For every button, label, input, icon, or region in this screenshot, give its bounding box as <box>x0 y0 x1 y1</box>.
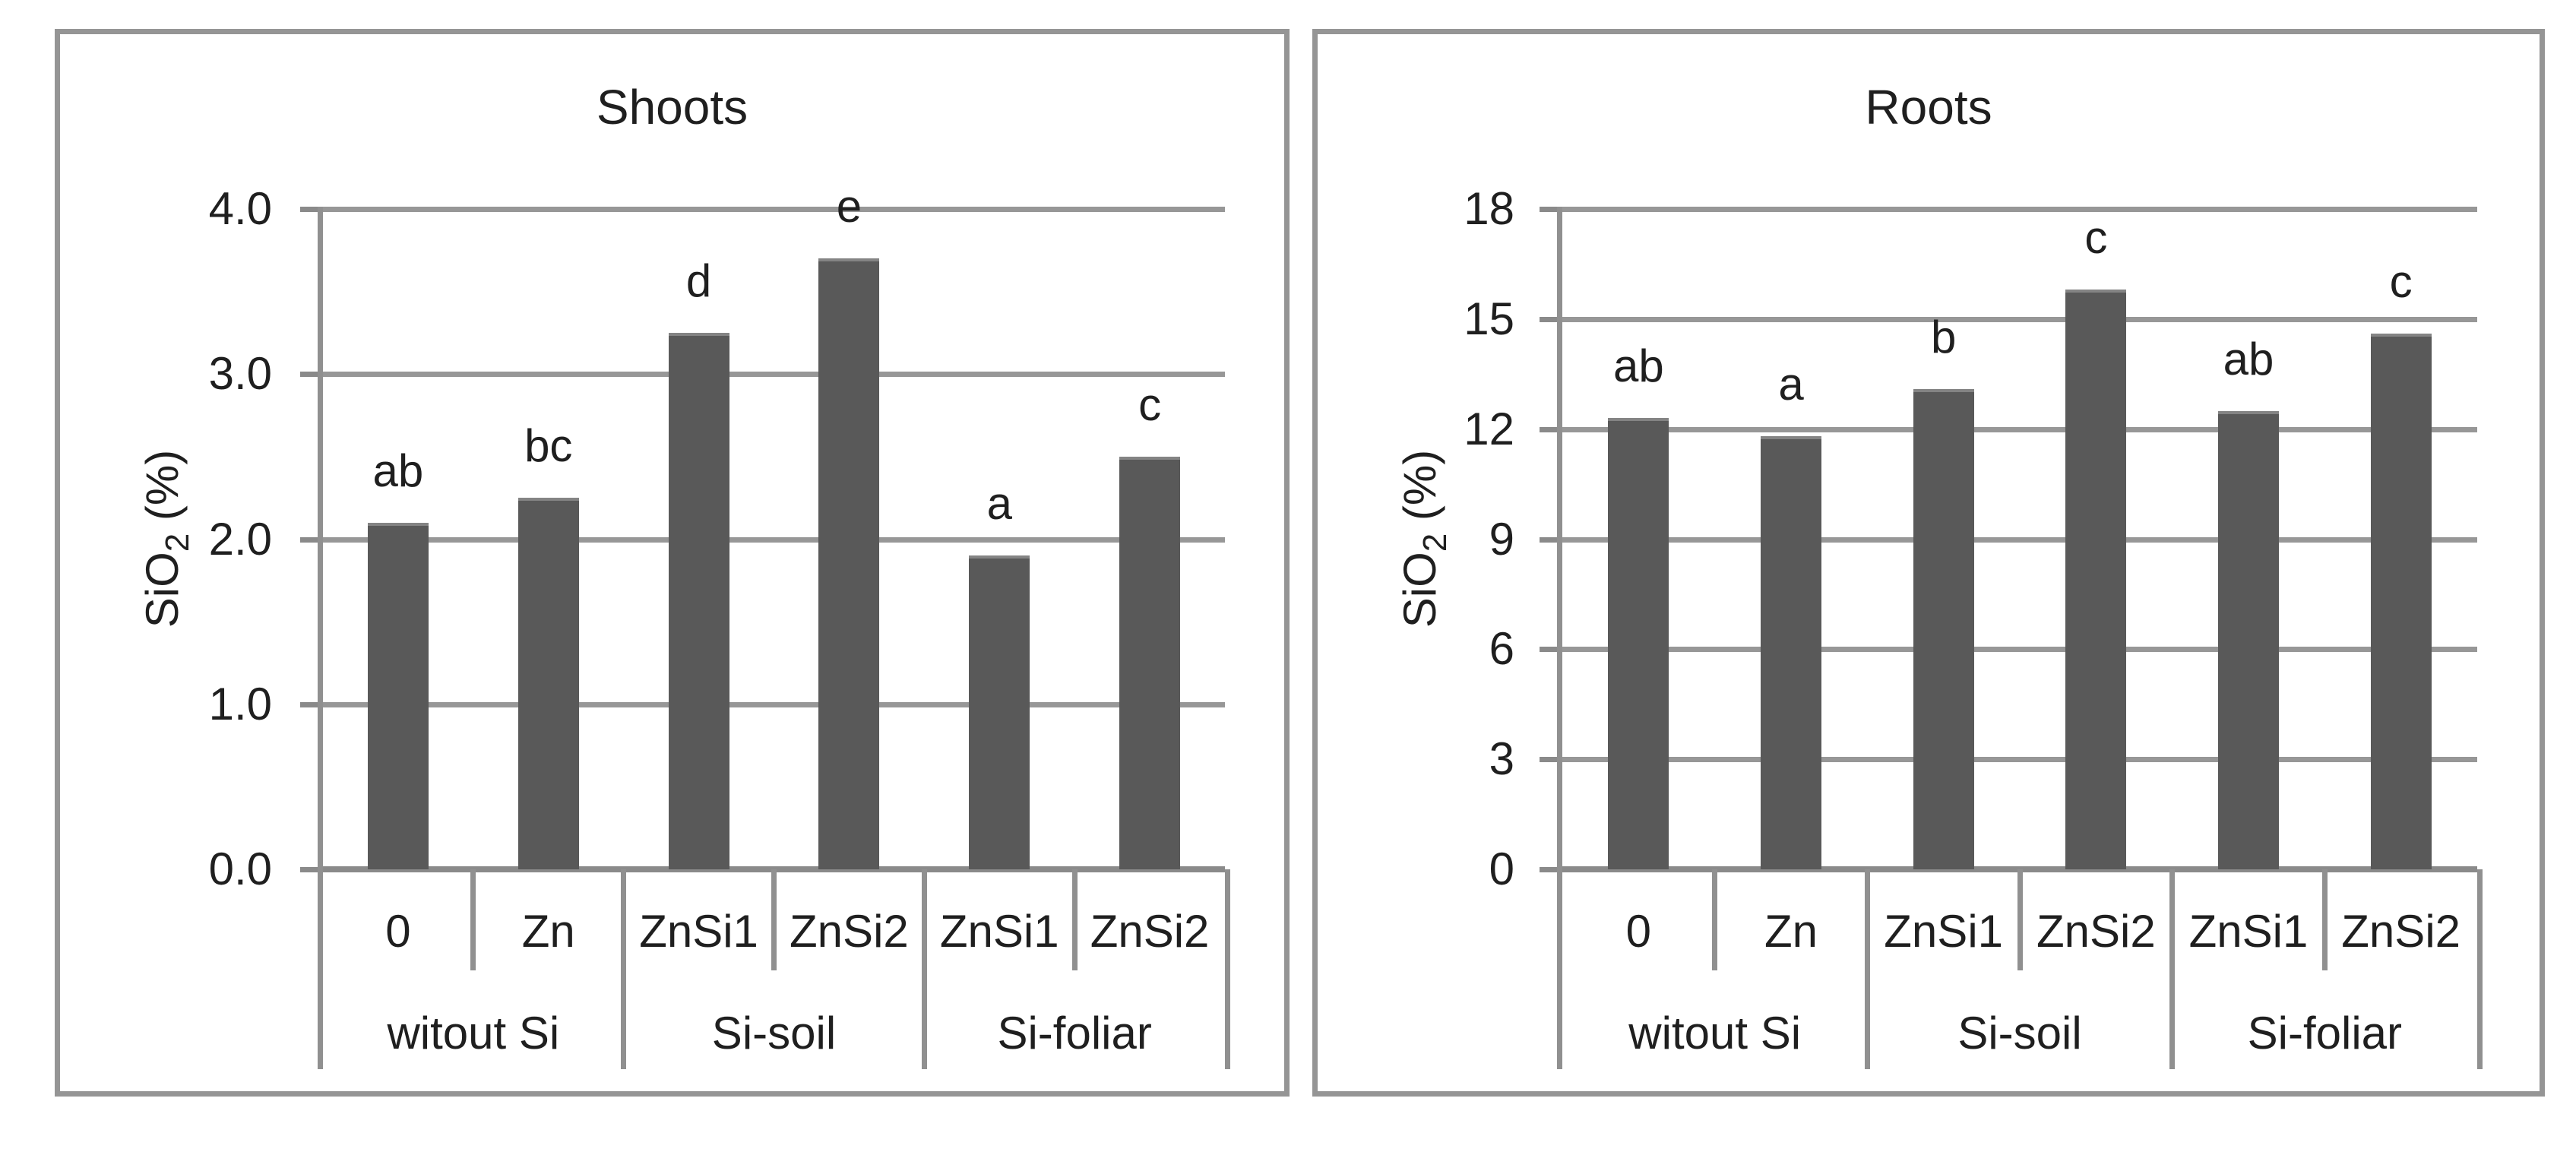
gridline <box>1562 757 2477 763</box>
y-tick-label: 9 <box>1489 513 1514 565</box>
y-tick-label: 0.0 <box>208 843 272 894</box>
category-label: Zn <box>521 906 575 957</box>
bar <box>1119 456 1181 869</box>
category-separator <box>2321 869 2328 970</box>
y-axis-tick <box>300 701 318 707</box>
bar <box>1761 436 1821 869</box>
group-separator <box>921 869 927 1069</box>
y-axis-tick <box>300 207 318 212</box>
y-tick-label: 18 <box>1464 183 1514 234</box>
y-tick-label: 15 <box>1464 293 1514 344</box>
significance-letter: ab <box>2223 333 2274 385</box>
bar <box>668 332 729 869</box>
bar <box>517 498 579 869</box>
bar <box>818 258 880 869</box>
y-tick-label: 12 <box>1464 403 1514 454</box>
y-axis-line <box>1557 207 1562 1069</box>
chart-title: Shoots <box>596 80 748 135</box>
group-label: witout Si <box>387 1008 560 1059</box>
gridline <box>323 701 1225 707</box>
significance-letter: c <box>2084 212 2108 264</box>
group-label: witout Si <box>1628 1008 1802 1059</box>
significance-letter: a <box>986 478 1012 530</box>
y-axis-tick <box>1540 536 1557 543</box>
category-label: ZnSi2 <box>2341 906 2461 957</box>
y-axis-tick <box>1540 867 1557 872</box>
significance-letter: a <box>1778 359 1804 410</box>
significance-letter: ab <box>1612 340 1664 392</box>
gridline <box>323 207 1225 212</box>
significance-letter: c <box>1138 378 1162 430</box>
significance-letter: d <box>685 255 712 306</box>
bar <box>969 555 1030 869</box>
significance-letter: b <box>1930 311 1957 362</box>
group-label: Si-foliar <box>2247 1008 2403 1059</box>
y-axis-tick <box>1540 426 1557 432</box>
y-axis-line <box>318 207 323 1069</box>
category-separator <box>2017 869 2023 970</box>
significance-letter: c <box>2389 256 2413 308</box>
category-separator <box>1071 869 1078 970</box>
y-axis-tick <box>300 372 318 378</box>
gridline <box>323 536 1225 543</box>
y-tick-label: 3.0 <box>208 348 272 400</box>
y-axis-tick <box>300 536 318 543</box>
chart-panel-roots: Roots SiO2 (%) 0 3 6 9 12 15 18 ab a b c ab c 0 Zn ZnSi… <box>1312 29 2545 1097</box>
y-tick-label: 2.0 <box>208 513 272 565</box>
y-axis-tick <box>1540 207 1557 212</box>
category-label: ZnSi2 <box>2036 906 2156 957</box>
gridline <box>1562 536 2477 543</box>
chart-panel-shoots: Shoots SiO2 (%) 0.0 1.0 2.0 3.0 4.0 ab bc d e a c 0… <box>55 29 1290 1097</box>
y-tick-label: 1.0 <box>208 678 272 729</box>
category-separator <box>470 869 476 970</box>
gridline <box>1562 426 2477 432</box>
y-axis-tick <box>300 867 318 872</box>
group-separator <box>2169 869 2176 1069</box>
y-axis-tick <box>1540 316 1557 322</box>
group-separator <box>621 869 627 1069</box>
category-label: 0 <box>385 906 411 957</box>
bar <box>367 522 429 869</box>
category-label: ZnSi1 <box>639 906 758 957</box>
category-label: ZnSi1 <box>2188 906 2309 957</box>
category-label: Zn <box>1764 906 1818 957</box>
group-label: Si-foliar <box>997 1008 1152 1059</box>
significance-letter: ab <box>372 445 424 496</box>
gridline <box>1562 647 2477 653</box>
gridline <box>323 372 1225 378</box>
category-label: ZnSi2 <box>790 906 909 957</box>
group-separator <box>1864 869 1870 1069</box>
category-label: ZnSi2 <box>1090 906 1210 957</box>
bar <box>1608 418 1669 869</box>
significance-letter: e <box>836 181 862 233</box>
category-separator <box>1712 869 1718 970</box>
y-tick-label: 0 <box>1489 843 1514 894</box>
axis-table-right-edge <box>2477 869 2483 1069</box>
y-axis-tick <box>1540 647 1557 653</box>
y-tick-label: 3 <box>1489 733 1514 785</box>
gridline <box>1562 207 2477 212</box>
category-label: ZnSi1 <box>939 906 1059 957</box>
axis-table-right-edge <box>1225 869 1230 1069</box>
group-label: Si-soil <box>1957 1008 2082 1059</box>
gridline <box>1562 316 2477 322</box>
category-label: 0 <box>1625 906 1652 957</box>
group-label: Si-soil <box>711 1008 837 1059</box>
bar <box>1913 388 1974 869</box>
bar <box>2218 410 2279 869</box>
significance-letter: bc <box>524 420 573 472</box>
chart-title: Roots <box>1865 80 1992 135</box>
y-axis-tick <box>1540 757 1557 763</box>
category-label: ZnSi1 <box>1884 906 2004 957</box>
y-tick-label: 6 <box>1489 623 1514 675</box>
bar <box>2370 334 2432 869</box>
category-separator <box>771 869 777 970</box>
y-tick-label: 4.0 <box>208 183 272 234</box>
bar <box>2065 290 2127 869</box>
